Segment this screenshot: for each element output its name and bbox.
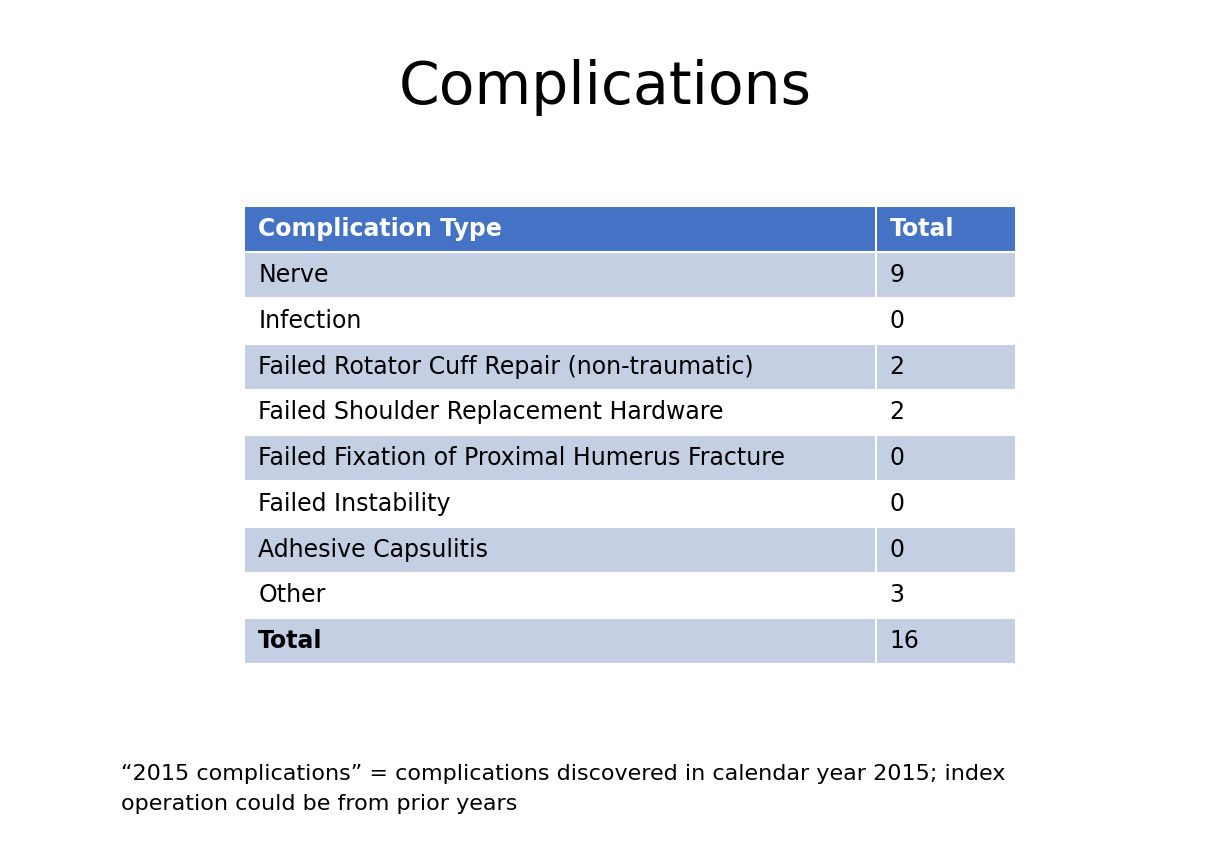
Text: Failed Fixation of Proximal Humerus Fracture: Failed Fixation of Proximal Humerus Frac… (258, 447, 786, 470)
Text: Failed Rotator Cuff Repair (non-traumatic): Failed Rotator Cuff Repair (non-traumati… (258, 355, 754, 379)
Bar (877, 481, 1015, 526)
Text: 2: 2 (889, 401, 905, 424)
Text: Other: Other (258, 583, 326, 607)
Bar (877, 618, 1015, 664)
Bar (245, 481, 877, 526)
Bar (245, 390, 877, 436)
Bar (877, 344, 1015, 390)
Text: Total: Total (258, 629, 323, 653)
Bar (245, 572, 877, 618)
Text: Total: Total (889, 217, 954, 241)
Bar (245, 526, 877, 572)
Bar (245, 344, 877, 390)
Text: 16: 16 (889, 629, 919, 653)
Bar (877, 252, 1015, 298)
Bar (877, 436, 1015, 481)
Bar (877, 572, 1015, 618)
Bar (877, 206, 1015, 252)
Bar (877, 390, 1015, 436)
Bar (245, 618, 877, 664)
Text: 0: 0 (889, 309, 905, 333)
Text: Complications: Complications (398, 59, 813, 116)
Text: “2015 complications” = complications discovered in calendar year 2015; index
ope: “2015 complications” = complications dis… (121, 764, 1005, 813)
Text: 0: 0 (889, 447, 905, 470)
Text: 3: 3 (889, 583, 905, 607)
Text: Failed Instability: Failed Instability (258, 492, 450, 516)
Text: 0: 0 (889, 492, 905, 516)
Text: Complication Type: Complication Type (258, 217, 503, 241)
Text: 0: 0 (889, 537, 905, 562)
Bar (245, 436, 877, 481)
Text: 9: 9 (889, 263, 905, 287)
Text: 2: 2 (889, 355, 905, 379)
Bar (877, 526, 1015, 572)
Bar (245, 298, 877, 344)
Text: Nerve: Nerve (258, 263, 329, 287)
Bar (245, 206, 877, 252)
Bar (877, 298, 1015, 344)
Text: Adhesive Capsulitis: Adhesive Capsulitis (258, 537, 488, 562)
Text: Failed Shoulder Replacement Hardware: Failed Shoulder Replacement Hardware (258, 401, 724, 424)
Text: Infection: Infection (258, 309, 362, 333)
Bar (245, 252, 877, 298)
